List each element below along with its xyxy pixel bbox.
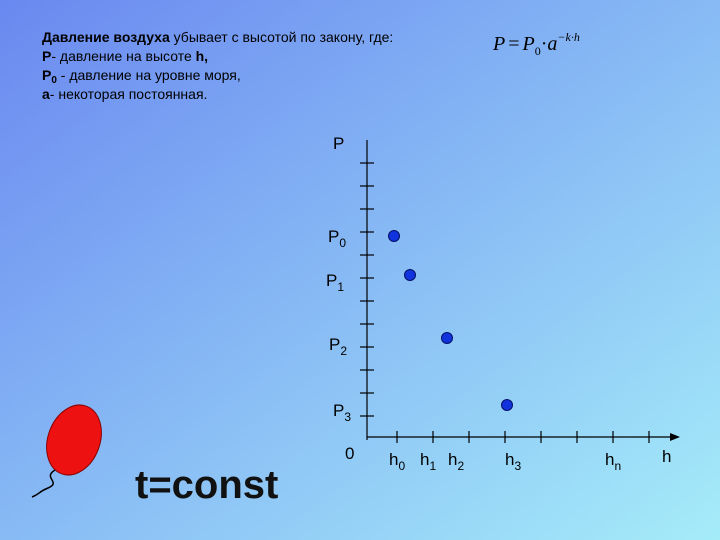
formula-part: P xyxy=(522,33,535,55)
x-mark-label: h2 xyxy=(448,450,464,473)
formula-part: a xyxy=(547,33,557,55)
text: - давление на высоте xyxy=(51,48,195,64)
label-base: h xyxy=(605,450,614,469)
x-mark-label: h1 xyxy=(420,450,436,473)
y-mark-label: P0 xyxy=(328,227,346,250)
balloon xyxy=(31,404,102,498)
x-mark-label: h3 xyxy=(505,450,521,473)
text: - некоторая постоянная. xyxy=(50,86,208,102)
formula-part: −k·h xyxy=(557,30,579,44)
y-mark-label: P3 xyxy=(333,401,351,424)
label-base: h xyxy=(448,450,457,469)
point xyxy=(501,399,513,411)
bold-text: Давление воздуха xyxy=(42,29,170,45)
formula-part: = xyxy=(508,33,519,55)
subscript: 0 xyxy=(51,75,57,86)
desc-line: a- некоторая постоянная. xyxy=(42,86,207,102)
label-base: h xyxy=(420,450,429,469)
label-subscript: 0 xyxy=(398,459,405,473)
label-base: h xyxy=(389,450,398,469)
label-base: P xyxy=(333,401,344,420)
bold-text: P xyxy=(42,48,51,64)
bold-text: h, xyxy=(196,48,208,64)
point xyxy=(388,230,400,242)
text: - давление на уровне моря, xyxy=(57,67,241,83)
bold-text: P xyxy=(42,67,51,83)
formula: P = P0·a−k·h xyxy=(492,30,580,58)
formula-part: 0 xyxy=(535,44,541,58)
label-subscript: n xyxy=(614,459,621,473)
caption: t=const xyxy=(135,463,278,507)
desc-line: Давление воздуха убывает с высотой по за… xyxy=(42,29,393,45)
label-base: P xyxy=(329,335,340,354)
label-base: P xyxy=(328,227,339,246)
balloon-body xyxy=(46,404,102,476)
y-axis-label: P xyxy=(333,134,344,153)
label-base: P xyxy=(326,271,337,290)
label-subscript: 0 xyxy=(339,236,346,250)
label-subscript: 2 xyxy=(457,459,464,473)
desc-line: P0 - давление на уровне моря, xyxy=(42,67,241,86)
balloon-string xyxy=(31,469,56,498)
y-mark-label: P1 xyxy=(326,271,344,294)
origin-label: 0 xyxy=(345,444,354,463)
text: убывает с высотой по закону, где: xyxy=(170,29,394,45)
x-mark-label: hn xyxy=(605,450,621,473)
point xyxy=(441,332,453,344)
formula-part: P xyxy=(492,33,505,55)
label-subscript: 1 xyxy=(337,280,344,294)
formula-part: · xyxy=(541,33,548,55)
label-subscript: 3 xyxy=(514,459,521,473)
x-axis-label: h xyxy=(662,447,671,466)
bold-text: a xyxy=(42,86,50,102)
y-mark-label: P2 xyxy=(329,335,347,358)
desc-line: P- давление на высоте h, xyxy=(42,48,208,64)
label-subscript: 1 xyxy=(429,459,436,473)
label-subscript: 2 xyxy=(340,344,347,358)
label-base: h xyxy=(505,450,514,469)
label-subscript: 3 xyxy=(344,410,351,424)
axis-arrow xyxy=(670,433,680,441)
point xyxy=(404,269,416,281)
x-mark-label: h0 xyxy=(389,450,405,473)
